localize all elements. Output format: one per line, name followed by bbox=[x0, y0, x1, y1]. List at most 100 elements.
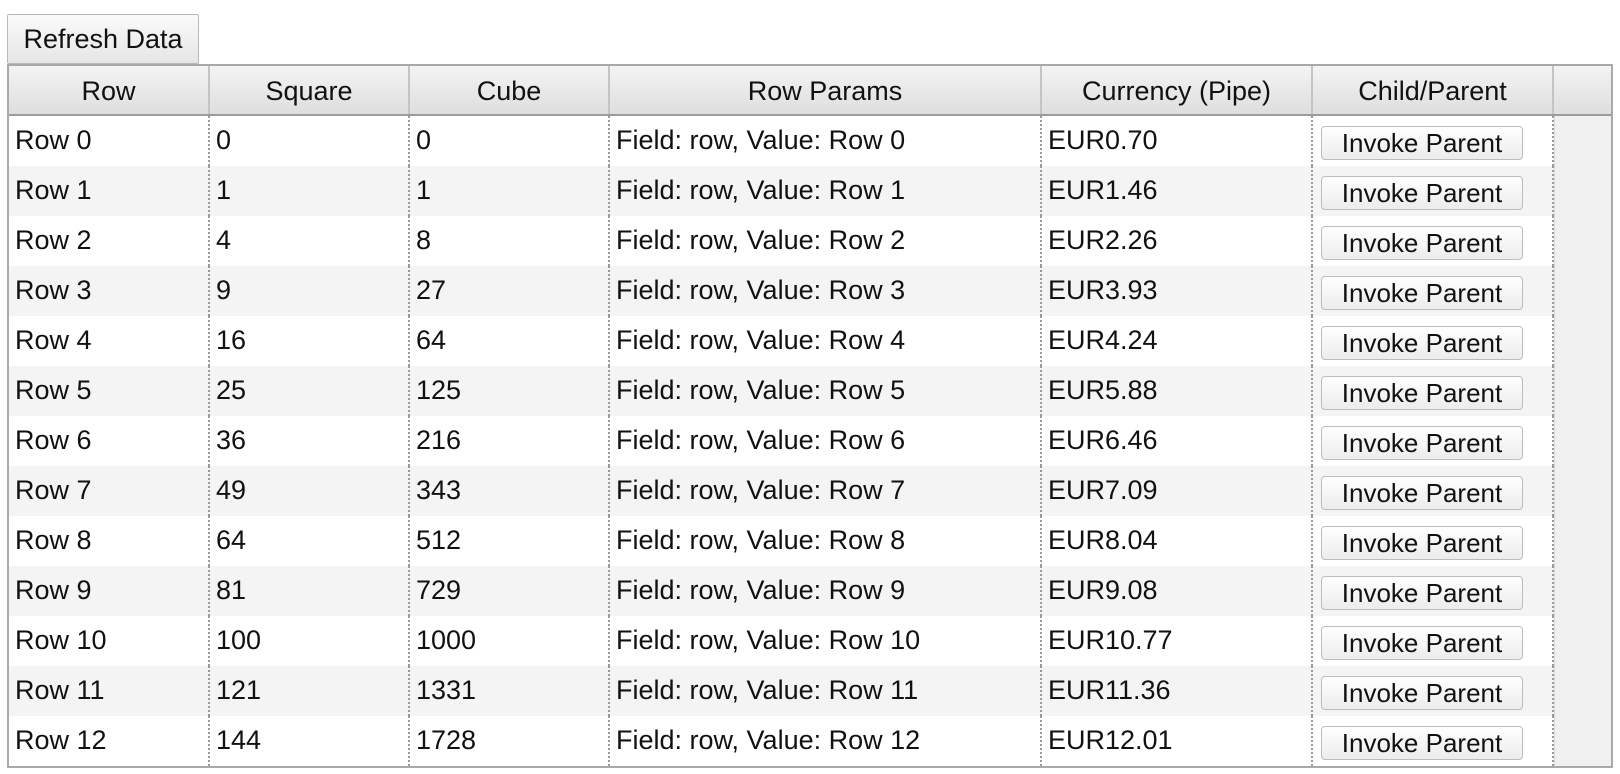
cell-child-parent: Invoke Parent bbox=[1313, 716, 1554, 766]
cell-row-params[interactable]: Field: row, Value: Row 12 bbox=[610, 716, 1042, 766]
invoke-parent-button[interactable]: Invoke Parent bbox=[1321, 276, 1523, 310]
invoke-parent-button[interactable]: Invoke Parent bbox=[1321, 426, 1523, 460]
table-row[interactable]: Row 11 121 1331 Field: row, Value: Row 11 EU… bbox=[9, 666, 1611, 716]
invoke-parent-button[interactable]: Invoke Parent bbox=[1321, 576, 1523, 610]
cell-row-params[interactable]: Field: row, Value: Row 7 bbox=[610, 466, 1042, 516]
cell-cube[interactable]: 0 bbox=[410, 116, 610, 166]
invoke-parent-button[interactable]: Invoke Parent bbox=[1321, 626, 1523, 660]
cell-row[interactable]: Row 11 bbox=[9, 666, 210, 716]
table-row[interactable]: Row 0 0 0 Field: row, Value: Row 0 EUR0.70 In… bbox=[9, 116, 1611, 166]
cell-square[interactable]: 49 bbox=[210, 466, 410, 516]
cell-cube[interactable]: 8 bbox=[410, 216, 610, 266]
cell-currency[interactable]: EUR1.46 bbox=[1042, 166, 1313, 216]
cell-cube[interactable]: 1728 bbox=[410, 716, 610, 766]
cell-square[interactable]: 144 bbox=[210, 716, 410, 766]
row-filler bbox=[1554, 566, 1611, 616]
invoke-parent-button[interactable]: Invoke Parent bbox=[1321, 226, 1523, 260]
cell-square[interactable]: 100 bbox=[210, 616, 410, 666]
cell-cube[interactable]: 216 bbox=[410, 416, 610, 466]
cell-row[interactable]: Row 0 bbox=[9, 116, 210, 166]
cell-currency[interactable]: EUR4.24 bbox=[1042, 316, 1313, 366]
cell-row-params[interactable]: Field: row, Value: Row 9 bbox=[610, 566, 1042, 616]
table-row[interactable]: Row 6 36 216 Field: row, Value: Row 6 EUR6.4… bbox=[9, 416, 1611, 466]
cell-row[interactable]: Row 5 bbox=[9, 366, 210, 416]
cell-row[interactable]: Row 1 bbox=[9, 166, 210, 216]
cell-cube[interactable]: 64 bbox=[410, 316, 610, 366]
cell-currency[interactable]: EUR2.26 bbox=[1042, 216, 1313, 266]
cell-currency[interactable]: EUR3.93 bbox=[1042, 266, 1313, 316]
cell-currency[interactable]: EUR9.08 bbox=[1042, 566, 1313, 616]
invoke-parent-button[interactable]: Invoke Parent bbox=[1321, 676, 1523, 710]
cell-row-params[interactable]: Field: row, Value: Row 1 bbox=[610, 166, 1042, 216]
column-header-cube[interactable]: Cube bbox=[410, 66, 610, 114]
cell-square[interactable]: 9 bbox=[210, 266, 410, 316]
cell-row[interactable]: Row 7 bbox=[9, 466, 210, 516]
cell-cube[interactable]: 343 bbox=[410, 466, 610, 516]
invoke-parent-button[interactable]: Invoke Parent bbox=[1321, 526, 1523, 560]
column-header-child-parent[interactable]: Child/Parent bbox=[1313, 66, 1554, 114]
cell-row-params[interactable]: Field: row, Value: Row 11 bbox=[610, 666, 1042, 716]
cell-currency[interactable]: EUR5.88 bbox=[1042, 366, 1313, 416]
cell-currency[interactable]: EUR11.36 bbox=[1042, 666, 1313, 716]
table-row[interactable]: Row 9 81 729 Field: row, Value: Row 9 EUR9.0… bbox=[9, 566, 1611, 616]
cell-row-params[interactable]: Field: row, Value: Row 8 bbox=[610, 516, 1042, 566]
cell-row[interactable]: Row 4 bbox=[9, 316, 210, 366]
column-header-row[interactable]: Row bbox=[9, 66, 210, 114]
table-row[interactable]: Row 7 49 343 Field: row, Value: Row 7 EUR7.0… bbox=[9, 466, 1611, 516]
table-row[interactable]: Row 10 100 1000 Field: row, Value: Row 10 EU… bbox=[9, 616, 1611, 666]
cell-square[interactable]: 4 bbox=[210, 216, 410, 266]
cell-currency[interactable]: EUR6.46 bbox=[1042, 416, 1313, 466]
cell-square[interactable]: 25 bbox=[210, 366, 410, 416]
cell-cube[interactable]: 1000 bbox=[410, 616, 610, 666]
column-header-square[interactable]: Square bbox=[210, 66, 410, 114]
cell-cube[interactable]: 27 bbox=[410, 266, 610, 316]
cell-currency[interactable]: EUR7.09 bbox=[1042, 466, 1313, 516]
cell-row[interactable]: Row 6 bbox=[9, 416, 210, 466]
table-row[interactable]: Row 4 16 64 Field: row, Value: Row 4 EUR4.24… bbox=[9, 316, 1611, 366]
cell-cube[interactable]: 1 bbox=[410, 166, 610, 216]
invoke-parent-button[interactable]: Invoke Parent bbox=[1321, 326, 1523, 360]
cell-square[interactable]: 0 bbox=[210, 116, 410, 166]
cell-square[interactable]: 36 bbox=[210, 416, 410, 466]
cell-square[interactable]: 121 bbox=[210, 666, 410, 716]
cell-row-params[interactable]: Field: row, Value: Row 5 bbox=[610, 366, 1042, 416]
cell-row[interactable]: Row 3 bbox=[9, 266, 210, 316]
invoke-parent-button[interactable]: Invoke Parent bbox=[1321, 176, 1523, 210]
cell-row[interactable]: Row 8 bbox=[9, 516, 210, 566]
column-header-row-params[interactable]: Row Params bbox=[610, 66, 1042, 114]
table-row[interactable]: Row 1 1 1 Field: row, Value: Row 1 EUR1.46 In… bbox=[9, 166, 1611, 216]
table-row[interactable]: Row 3 9 27 Field: row, Value: Row 3 EUR3.93 I… bbox=[9, 266, 1611, 316]
table-row[interactable]: Row 8 64 512 Field: row, Value: Row 8 EUR8.0… bbox=[9, 516, 1611, 566]
cell-square[interactable]: 64 bbox=[210, 516, 410, 566]
cell-row-params[interactable]: Field: row, Value: Row 3 bbox=[610, 266, 1042, 316]
table-row[interactable]: Row 2 4 8 Field: row, Value: Row 2 EUR2.26 In… bbox=[9, 216, 1611, 266]
cell-currency[interactable]: EUR10.77 bbox=[1042, 616, 1313, 666]
invoke-parent-button[interactable]: Invoke Parent bbox=[1321, 376, 1523, 410]
cell-row-params[interactable]: Field: row, Value: Row 4 bbox=[610, 316, 1042, 366]
cell-square[interactable]: 81 bbox=[210, 566, 410, 616]
cell-square[interactable]: 16 bbox=[210, 316, 410, 366]
table-row[interactable]: Row 12 144 1728 Field: row, Value: Row 12 EU… bbox=[9, 716, 1611, 766]
cell-row[interactable]: Row 9 bbox=[9, 566, 210, 616]
cell-row[interactable]: Row 10 bbox=[9, 616, 210, 666]
cell-cube[interactable]: 125 bbox=[410, 366, 610, 416]
invoke-parent-button[interactable]: Invoke Parent bbox=[1321, 126, 1523, 160]
cell-cube[interactable]: 1331 bbox=[410, 666, 610, 716]
cell-row[interactable]: Row 2 bbox=[9, 216, 210, 266]
cell-currency[interactable]: EUR8.04 bbox=[1042, 516, 1313, 566]
cell-currency[interactable]: EUR12.01 bbox=[1042, 716, 1313, 766]
column-header-currency[interactable]: Currency (Pipe) bbox=[1042, 66, 1313, 114]
cell-row-params[interactable]: Field: row, Value: Row 10 bbox=[610, 616, 1042, 666]
invoke-parent-button[interactable]: Invoke Parent bbox=[1321, 726, 1523, 760]
cell-row-params[interactable]: Field: row, Value: Row 2 bbox=[610, 216, 1042, 266]
cell-row-params[interactable]: Field: row, Value: Row 0 bbox=[610, 116, 1042, 166]
refresh-data-button[interactable]: Refresh Data bbox=[7, 14, 199, 64]
cell-cube[interactable]: 729 bbox=[410, 566, 610, 616]
cell-square[interactable]: 1 bbox=[210, 166, 410, 216]
cell-row[interactable]: Row 12 bbox=[9, 716, 210, 766]
table-row[interactable]: Row 5 25 125 Field: row, Value: Row 5 EUR5.8… bbox=[9, 366, 1611, 416]
cell-currency[interactable]: EUR0.70 bbox=[1042, 116, 1313, 166]
cell-row-params[interactable]: Field: row, Value: Row 6 bbox=[610, 416, 1042, 466]
cell-cube[interactable]: 512 bbox=[410, 516, 610, 566]
invoke-parent-button[interactable]: Invoke Parent bbox=[1321, 476, 1523, 510]
